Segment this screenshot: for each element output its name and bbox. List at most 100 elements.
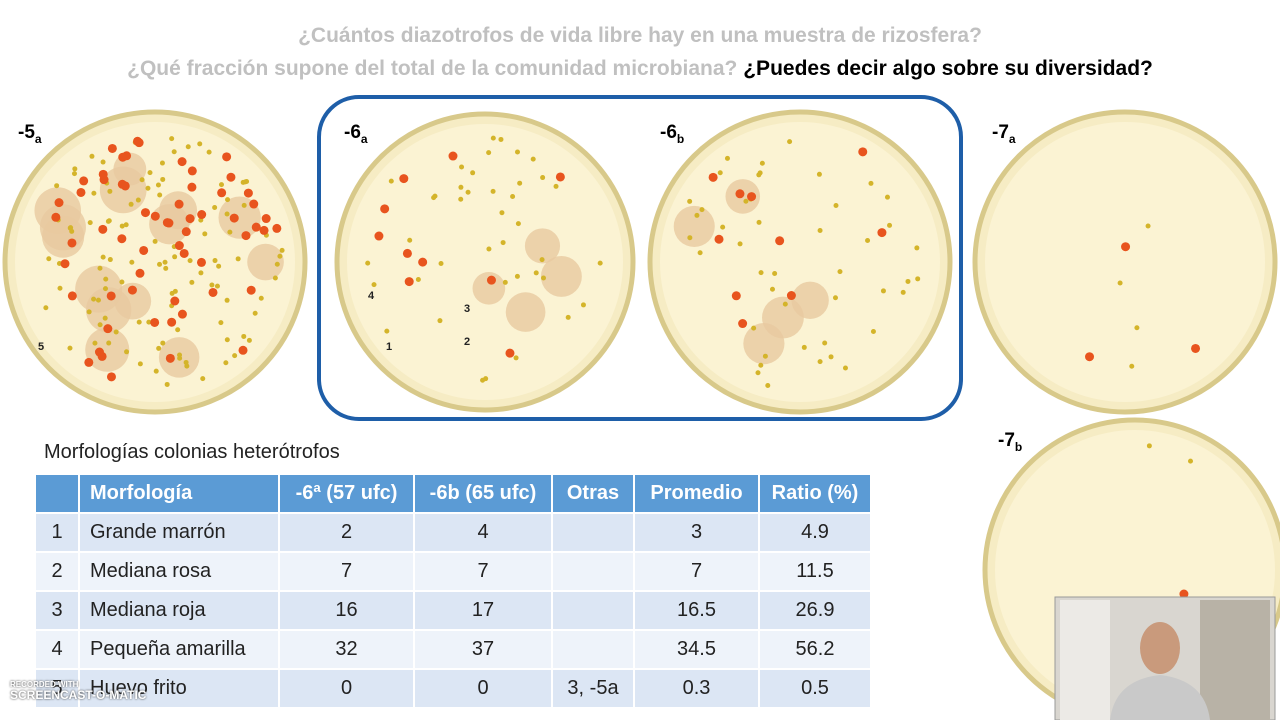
colony [580,302,586,308]
colony [174,199,184,209]
table-row: 2 Mediana rosa 7 7 7 11.5 [34,551,872,592]
colony [160,340,166,346]
colony [145,185,151,191]
colony [187,258,193,264]
table-cell: 4.9 [758,512,872,553]
colony [51,212,61,222]
colony [687,235,693,241]
colony [72,166,78,172]
colony [172,254,178,260]
colony [858,147,868,157]
colony [174,241,184,251]
colony [147,170,153,176]
colony-mark: 2 [464,336,471,348]
colony [555,172,565,182]
colony [448,151,458,161]
colony [437,318,443,324]
colony [92,340,98,346]
colony [751,325,757,331]
colony [79,176,89,186]
colony [162,259,168,265]
colony-mark: 4 [368,290,375,302]
table-cell: 3, -5a [551,668,635,709]
agar [660,122,940,402]
colony [399,174,409,184]
colony [107,257,113,263]
colony [490,188,496,194]
colony [43,305,49,311]
colony [515,221,521,227]
colony [738,319,748,329]
colony [71,171,77,177]
colony [91,190,97,196]
colony [118,152,128,162]
colony [200,376,206,382]
colony [218,182,224,188]
colony [486,275,496,285]
colony [1134,325,1140,331]
colony [458,196,464,202]
colony [100,254,106,260]
colony [900,289,906,295]
colony [39,204,86,251]
colony [222,152,232,162]
question: ¿Qué fracción supone del total de la com… [127,57,738,80]
table-cell: 7 [633,551,760,592]
colony [189,279,195,285]
colony [155,182,161,188]
colony [731,291,741,301]
colony [223,360,229,366]
table-cell [551,629,635,670]
table-row: Morfología -6ª (57 ufc) -6b (65 ufc) Otras P… [34,473,872,514]
colony [107,188,113,194]
colony [128,201,134,207]
colony [124,349,130,355]
colony [279,247,285,253]
colony [782,301,788,307]
table-cell: -6b (65 ufc) [413,473,553,514]
colony [136,319,142,325]
colony [833,202,839,208]
colony [553,183,559,189]
table-cell [551,551,635,592]
colony [198,270,204,276]
colony [171,149,177,155]
colony [380,204,390,214]
colony [465,189,471,195]
colony [217,188,227,198]
colony [152,238,158,244]
table-cell: 34.5 [633,629,760,670]
colony [175,327,181,333]
colony [724,155,730,161]
colony [514,273,520,279]
colony [235,256,241,262]
table-cell: 4 [413,512,553,553]
colony [69,228,75,234]
table-cell: Grande marrón [78,512,280,553]
question: ¿Puedes decir algo sobre su diversidad? [743,57,1153,80]
colony [565,314,571,320]
colony [98,224,108,234]
table-cell: 11.5 [758,551,872,592]
colony [490,135,496,141]
colony [791,281,829,319]
colony [197,141,203,147]
colony [106,340,112,346]
colony [246,285,256,295]
colony [243,188,253,198]
colony [914,245,920,251]
colony [120,181,130,191]
table-cell: 26.9 [758,590,872,631]
colony [470,170,476,176]
colony [135,268,145,278]
colony [480,377,486,383]
colony [673,205,715,247]
colony [229,213,239,223]
colony [1121,242,1131,252]
colony [274,261,280,267]
table-cell: 32 [278,629,415,670]
table-cell: 16 [278,590,415,631]
colony [458,184,464,190]
colony [540,175,546,181]
colony [517,180,523,186]
